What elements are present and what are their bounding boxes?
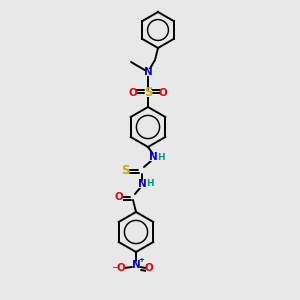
FancyBboxPatch shape (149, 154, 157, 160)
FancyBboxPatch shape (160, 89, 167, 97)
Text: O: O (129, 88, 137, 98)
Text: O: O (159, 88, 167, 98)
Text: S: S (121, 164, 129, 176)
Text: N: N (132, 260, 140, 270)
FancyBboxPatch shape (122, 167, 128, 173)
Text: O: O (115, 192, 123, 202)
FancyBboxPatch shape (146, 265, 152, 272)
Text: O: O (117, 263, 125, 273)
FancyBboxPatch shape (145, 89, 152, 97)
FancyBboxPatch shape (130, 89, 136, 97)
Text: +: + (138, 257, 144, 263)
Text: H: H (157, 152, 165, 161)
FancyBboxPatch shape (118, 265, 124, 272)
Text: H: H (146, 179, 154, 188)
FancyBboxPatch shape (145, 68, 152, 76)
Text: N: N (138, 179, 146, 189)
Text: N: N (144, 67, 152, 77)
FancyBboxPatch shape (133, 262, 140, 268)
Text: O: O (145, 263, 153, 273)
Text: −: − (112, 263, 120, 273)
Text: N: N (148, 152, 158, 162)
FancyBboxPatch shape (116, 194, 122, 200)
Text: S: S (144, 86, 152, 100)
FancyBboxPatch shape (139, 181, 145, 188)
